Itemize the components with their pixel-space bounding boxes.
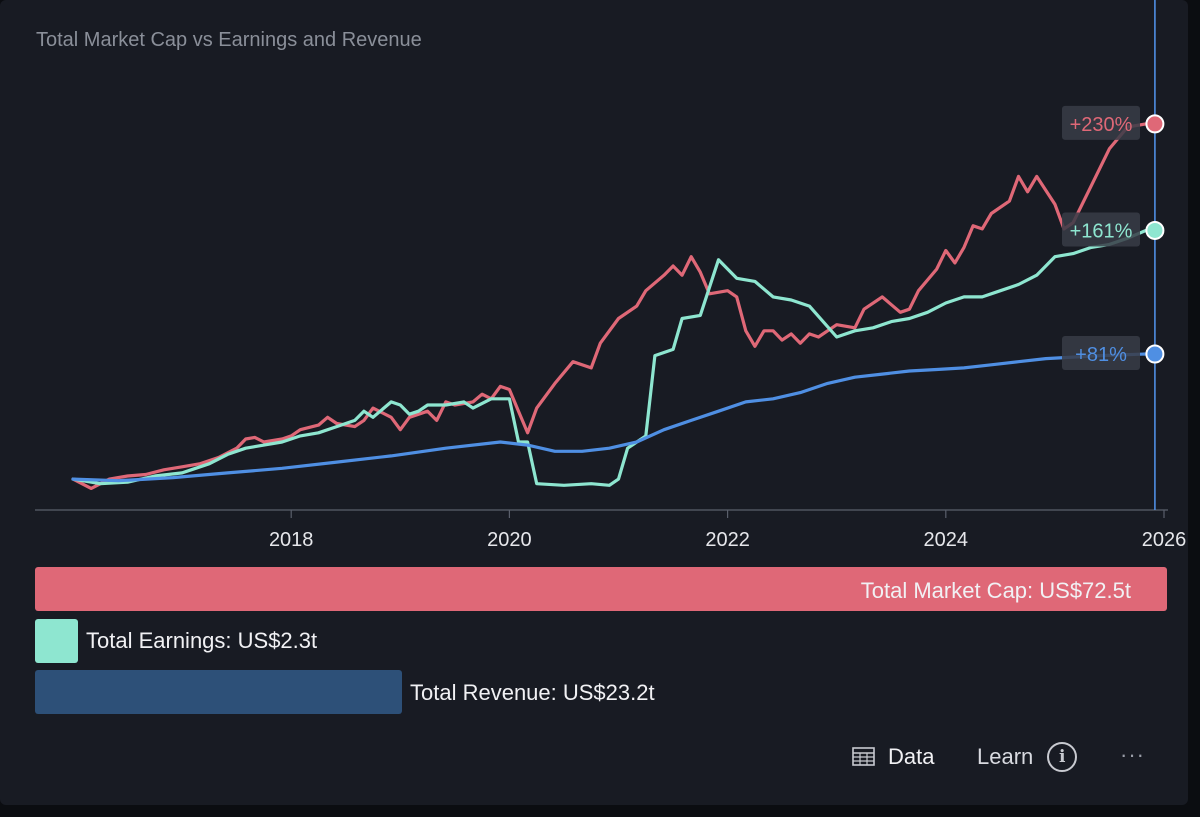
revenue-bar[interactable] [35, 670, 402, 714]
data-button[interactable]: Data [852, 744, 934, 770]
info-icon: i [1047, 742, 1078, 772]
series-line-total-market-cap[interactable] [71, 122, 1148, 490]
x-tick-label: 2024 [924, 529, 969, 551]
market-cap-bar[interactable] [35, 567, 1167, 611]
x-tick-label: 2022 [705, 529, 750, 551]
end-value-label: +161% [1070, 220, 1133, 242]
line-chart[interactable]: 2018 2020 2022 2024 2026 +230% +161% +81% [0, 0, 1188, 560]
series-end-marker[interactable] [1145, 344, 1165, 364]
earnings-bar[interactable] [35, 619, 78, 663]
data-button-label: Data [888, 744, 935, 769]
more-options-icon: ··· [1120, 742, 1145, 767]
end-label-background [1062, 336, 1140, 371]
end-label-background [1062, 105, 1140, 140]
x-tick-label: 2026 [1142, 529, 1187, 551]
series-end-marker[interactable] [1145, 220, 1165, 240]
earnings-bar-label: Total Earnings: US$2.3t [86, 628, 318, 653]
more-options-button[interactable]: ··· [1120, 742, 1145, 768]
x-tick-label: 2020 [487, 529, 532, 551]
learn-button-label: Learn [977, 744, 1034, 769]
chart-title: Total Market Cap vs Earnings and Revenue [36, 29, 422, 51]
end-value-label: +81% [1075, 344, 1127, 366]
series-line-total-earnings[interactable] [71, 228, 1148, 487]
chart-card: Total Market Cap vs Earnings and Revenue… [0, 0, 1188, 805]
table-icon [852, 747, 875, 766]
series-end-marker[interactable] [1145, 114, 1165, 134]
series-line-total-revenue[interactable] [71, 352, 1148, 483]
end-label-background [1062, 212, 1140, 247]
x-tick-label: 2018 [269, 529, 314, 551]
end-value-label: +230% [1070, 114, 1133, 136]
revenue-bar-label: Total Revenue: US$23.2t [410, 680, 655, 705]
market-cap-bar-label: Total Market Cap: US$72.5t [860, 578, 1131, 603]
learn-button[interactable]: Learn i [977, 742, 1078, 772]
